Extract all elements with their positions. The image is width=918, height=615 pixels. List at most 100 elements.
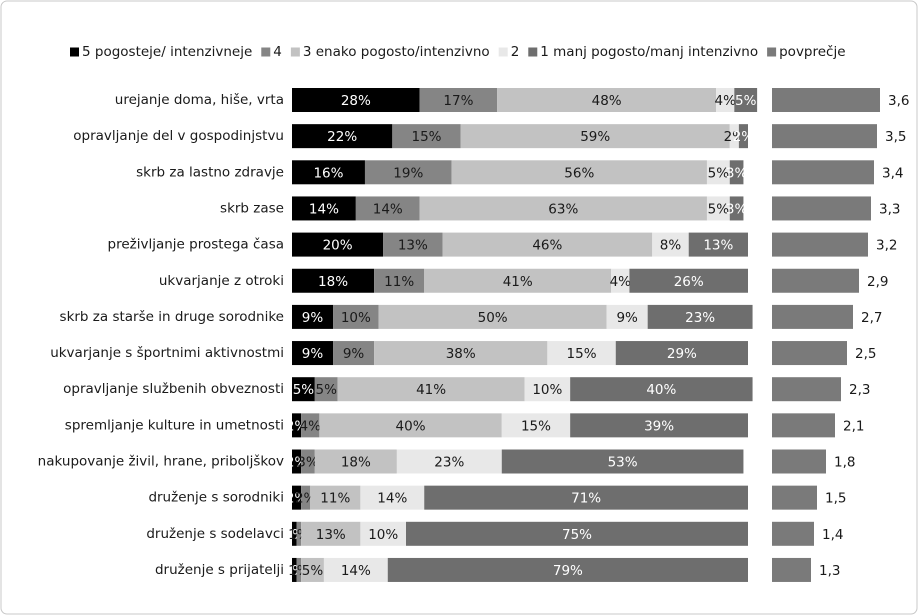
value-label: 59% [580,129,610,145]
value-label: 11% [384,274,414,290]
bar-segment [301,449,315,474]
bar-segment [292,232,384,257]
value-label: 10% [368,527,398,543]
value-label: 40% [396,418,426,434]
value-label: 50% [478,310,508,326]
average-label: 2,5 [855,346,876,362]
value-label: 15% [567,346,597,362]
legend-swatch [498,47,508,57]
value-label: 19% [393,165,423,181]
average-label: 3,5 [885,129,906,145]
bar-segment [292,449,302,474]
average-label: 1,5 [825,491,846,507]
average-bar [772,196,871,221]
average-label: 3,6 [888,93,909,109]
value-label: 3% [726,201,748,217]
value-label: 53% [608,455,638,471]
bar-segment [360,521,406,546]
bar-segment [424,268,612,293]
value-label: 48% [592,93,622,109]
bar-segment [292,413,302,438]
value-label: 5% [708,165,730,181]
value-label: 5% [293,382,315,398]
bar-segment [292,124,393,149]
bar-segment [364,160,452,185]
value-label: 10% [532,382,562,398]
average-label: 3,3 [879,201,900,217]
value-label: 3% [726,165,748,181]
bar-segment [734,88,758,112]
value-label: 4% [714,93,736,109]
bar-segment [383,232,443,257]
category-label: skrb za lastno zdravje [136,164,284,180]
bar-segment [333,304,379,329]
value-label: 18% [341,455,371,471]
bar-segment [460,124,730,149]
value-label: 14% [309,201,339,217]
value-label: 14% [373,201,403,217]
bar-segment [729,160,744,185]
average-bar [772,124,877,149]
value-label: 71% [571,491,601,507]
legend-swatch [767,47,777,57]
value-label: 75% [562,527,592,543]
value-label: 5% [708,201,730,217]
legend-swatch [70,47,79,57]
average-bar [772,485,817,510]
bar-segment [292,485,302,510]
bar-segment [451,160,707,185]
bar-segment [406,521,748,546]
bar-segment [292,377,315,402]
value-label: 9% [302,346,324,362]
category-label: nakupovanje živil, hrane, priboljškov [38,454,284,470]
bar-segment [497,88,717,112]
value-label: 63% [548,201,578,217]
bar-segment [301,521,361,546]
average-label: 3,4 [882,165,903,181]
average-bar [772,304,853,329]
average-label: 1,8 [834,455,855,471]
bar-segment [570,377,753,402]
category-label: druženje s sodelavci [146,526,284,542]
value-label: 39% [644,418,674,434]
bar-segment [292,268,375,293]
average-label: 1,4 [822,527,843,543]
bar-segment [292,196,356,221]
value-label: 17% [443,93,473,109]
category-label: druženje s prijatelji [155,562,284,578]
average-bar [772,557,811,582]
bar-segment [355,196,420,221]
bar-segment [301,485,311,510]
value-label: 4% [300,418,322,434]
bar-segment [442,232,653,257]
bar-segment [387,557,748,582]
value-label: 28% [341,93,371,109]
bar-segment [716,88,735,112]
average-label: 2,1 [843,418,864,434]
bar-segment [729,124,739,149]
bar-segment [292,88,420,112]
value-label: 13% [703,238,733,254]
bar-segment [501,413,571,438]
bar-segment [337,377,525,402]
legend-label: povprečje [779,44,845,60]
value-label: 2% [733,129,755,145]
average-label: 2,3 [849,382,870,398]
bar-segment [606,304,648,329]
bar-segment [301,413,320,438]
legend-swatch [261,47,271,57]
value-label: 46% [532,238,562,254]
bar-segment [314,377,338,402]
bar-segment [652,232,689,257]
bar-segment [419,196,707,221]
value-label: 11% [320,491,350,507]
category-label: skrb zase [220,200,284,216]
bar-segment [424,485,748,510]
bar-segment [615,341,748,366]
bar-segment [292,341,334,366]
average-label: 2,9 [867,274,888,290]
bar-segment [629,268,748,293]
value-label: 22% [327,129,357,145]
average-bar [772,341,847,366]
value-label: 13% [398,238,428,254]
